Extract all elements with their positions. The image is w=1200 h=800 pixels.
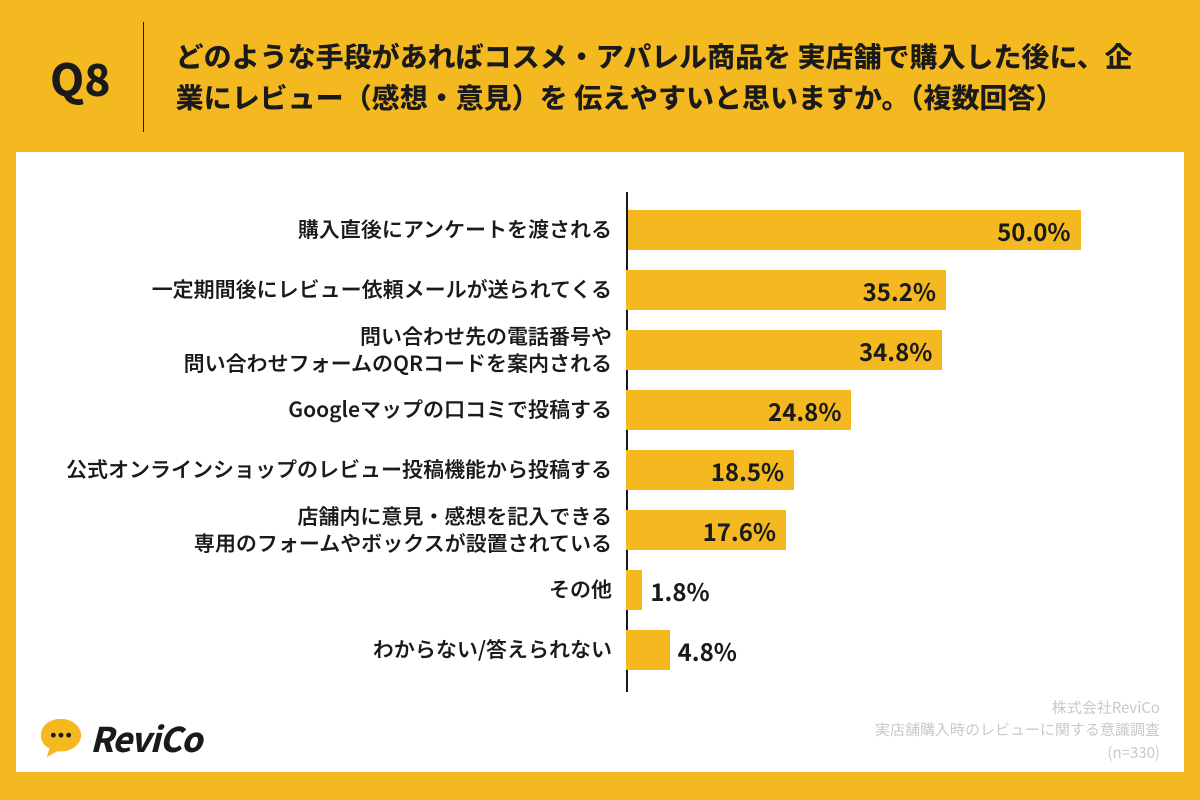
footer-survey-name: 実店舗購入時のレビューに関する意識調査 [875,719,1160,742]
chart-row: Googleマップの口コミで投稿する 24.8% [46,380,1154,440]
bar-label: わからない/答えられない [46,636,626,663]
bar-label: 問い合わせ先の電話番号や 問い合わせフォームのQRコードを案内される [46,323,626,378]
bar [626,570,642,610]
question-header: Q8 どのような手段があればコスメ・アパレル商品を 実店舗で購入した後に、企業に… [0,0,1200,152]
bar-value: 4.8% [670,633,737,668]
bar: 34.8% [626,330,942,370]
speech-bubble-icon [38,715,84,761]
bar-area: 18.5% [626,440,1154,500]
bar-value: 34.8% [859,333,932,368]
footer-attribution: 株式会社ReviCo 実店舗購入時のレビューに関する意識調査 (n=330) [875,697,1160,765]
bar-area: 4.8% [626,620,1154,680]
bar-label: その他 [46,576,626,603]
bar-area: 24.8% [626,380,1154,440]
bar-area: 34.8% [626,320,1154,380]
chart-row: 問い合わせ先の電話番号や 問い合わせフォームのQRコードを案内される 34.8% [46,320,1154,380]
chart-row: 店舗内に意見・感想を記入できる 専用のフォームやボックスが設置されている 17.6… [46,500,1154,560]
bar-value: 35.2% [863,273,936,308]
bar: 18.5% [626,450,794,490]
footer-sample-size: (n=330) [875,742,1160,765]
bar-value: 24.8% [768,393,841,428]
bar: 50.0% [626,210,1081,250]
bar-value: 50.0% [997,213,1070,248]
bar-label: 一定期間後にレビュー依頼メールが送られてくる [46,276,626,303]
chart-row: 購入直後にアンケートを渡される 50.0% [46,200,1154,260]
bar-area: 35.2% [626,260,1154,320]
bar-area: 17.6% [626,500,1154,560]
footer-company: 株式会社ReviCo [875,697,1160,720]
bar-label: 購入直後にアンケートを渡される [46,216,626,243]
chart-row: 一定期間後にレビュー依頼メールが送られてくる 35.2% [46,260,1154,320]
bar-value: 1.8% [642,573,709,608]
bar [626,630,670,670]
question-text: どのような手段があればコスメ・アパレル商品を 実店舗で購入した後に、企業にレビュ… [176,36,1160,117]
bar-area: 1.8% [626,560,1154,620]
bar: 17.6% [626,510,786,550]
bar-value: 17.6% [703,513,776,548]
chart-rows: 購入直後にアンケートを渡される 50.0% 一定期間後にレビュー依頼メールが送られて… [46,200,1154,680]
bar-area: 50.0% [626,200,1154,260]
bar-value: 18.5% [711,453,784,488]
vertical-divider [143,22,144,132]
chart-row: 公式オンラインショップのレビュー投稿機能から投稿する 18.5% [46,440,1154,500]
bar-label: Googleマップの口コミで投稿する [46,396,626,423]
chart-row: その他 1.8% [46,560,1154,620]
bar-label: 公式オンラインショップのレビュー投稿機能から投稿する [46,456,626,483]
chart-panel: 購入直後にアンケートを渡される 50.0% 一定期間後にレビュー依頼メールが送られて… [16,152,1184,772]
logo: ReviCo [38,713,201,762]
question-number: Q8 [50,45,111,109]
bar: 35.2% [626,270,946,310]
chart-row: わからない/答えられない 4.8% [46,620,1154,680]
bar: 24.8% [626,390,851,430]
logo-text: ReviCo [90,713,201,762]
bar-label: 店舗内に意見・感想を記入できる 専用のフォームやボックスが設置されている [46,503,626,558]
